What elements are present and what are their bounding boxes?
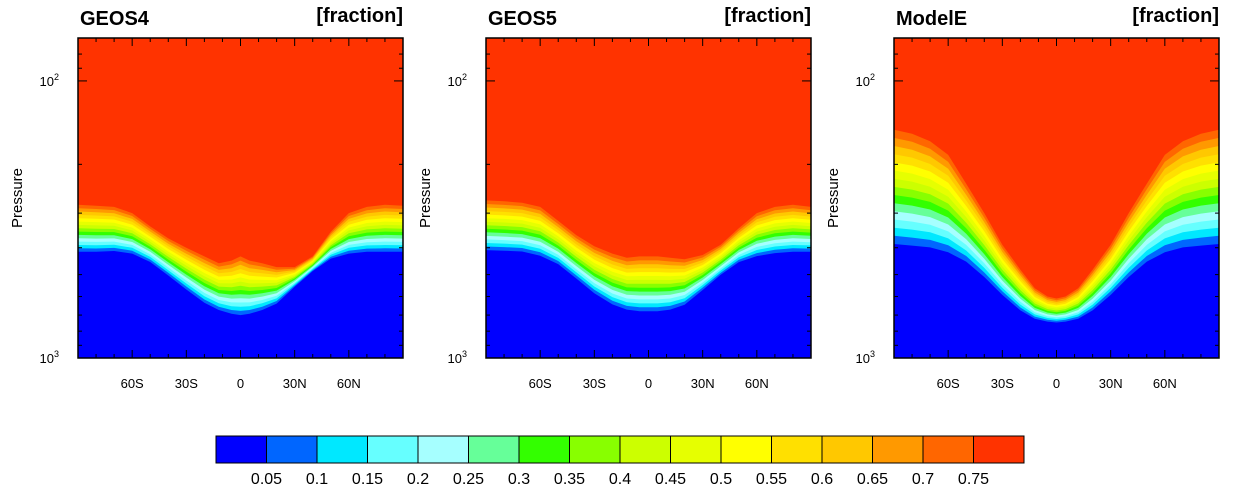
- colorbar-swatch: [720, 435, 772, 464]
- y-axis-label: Pressure: [825, 168, 842, 228]
- panel-units: [fraction]: [316, 5, 403, 27]
- colorbar-swatch: [417, 435, 469, 464]
- colorbar-label: 0.2: [407, 471, 429, 488]
- axes: 60S 30S 0 30N 60N 102 103: [448, 38, 811, 391]
- y-axis-label: Pressure: [417, 168, 434, 228]
- colorbar-label: 0.1: [306, 471, 328, 488]
- colorbar-label: 0.55: [756, 471, 787, 488]
- panel-title: GEOS5: [488, 8, 557, 30]
- y-tick-label: 102: [448, 72, 467, 89]
- contour-band: [78, 251, 403, 358]
- colorbar-swatch: [821, 435, 873, 464]
- panel-geos4: GEOS4 [fraction] 60S 30S 0 30N 60N 102 103 Pre…: [9, 5, 404, 391]
- panel-units: [fraction]: [724, 5, 811, 27]
- panel-title: ModelE: [896, 8, 967, 30]
- contour-band: [486, 250, 811, 358]
- colorbar-label: 0.65: [857, 471, 888, 488]
- x-tick-label: 30S: [175, 376, 198, 391]
- colorbar-swatch: [771, 435, 823, 464]
- colorbar-label: 0.7: [912, 471, 934, 488]
- colorbar-label: 0.5: [710, 471, 732, 488]
- y-tick-label: 102: [856, 72, 875, 89]
- colorbar-swatch: [569, 435, 621, 464]
- colorbar-swatch: [619, 435, 671, 464]
- colorbar-swatch: [215, 435, 267, 464]
- panel-geos5: GEOS5 [fraction] 60S 30S 0 30N 60N 102 103 Pre…: [417, 5, 812, 391]
- x-tick-label: 0: [645, 376, 652, 391]
- x-tick-label: 30N: [691, 376, 715, 391]
- x-tick-label: 60S: [937, 376, 960, 391]
- x-tick-label: 30N: [283, 376, 307, 391]
- x-tick-label: 60N: [337, 376, 361, 391]
- panel-units: [fraction]: [1132, 5, 1219, 27]
- colorbar-swatch: [266, 435, 318, 464]
- colorbar-label: 0.3: [508, 471, 530, 488]
- colorbar-swatch: [316, 435, 368, 464]
- colorbar-label: 0.45: [655, 471, 686, 488]
- colorbar-label: 0.6: [811, 471, 833, 488]
- colorbar-swatch: [367, 435, 419, 464]
- x-tick-label: 60N: [745, 376, 769, 391]
- y-tick-label: 103: [40, 349, 59, 366]
- colorbar-swatch: [468, 435, 520, 464]
- y-tick-label: 102: [40, 72, 59, 89]
- panel-title: GEOS4: [80, 8, 150, 30]
- colorbar-label: 0.05: [251, 471, 282, 488]
- x-tick-label: 30S: [991, 376, 1014, 391]
- colorbar-swatch: [872, 435, 924, 464]
- panel-modele: ModelE [fraction] 60S 30S 0 30N 60N 102 103 Pr…: [825, 5, 1220, 391]
- colorbar-swatch: [670, 435, 722, 464]
- x-tick-label: 60S: [529, 376, 552, 391]
- contour-field: [486, 38, 811, 358]
- x-tick-label: 60S: [121, 376, 144, 391]
- x-tick-label: 0: [237, 376, 244, 391]
- colorbar-label: 0.15: [352, 471, 383, 488]
- y-tick-label: 103: [448, 349, 467, 366]
- colorbar-swatch: [922, 435, 974, 464]
- contour-field: [894, 38, 1219, 358]
- x-tick-label: 30N: [1099, 376, 1123, 391]
- x-tick-label: 60N: [1153, 376, 1177, 391]
- axes: 60S 30S 0 30N 60N 102 103: [856, 38, 1219, 391]
- colorbar-swatch: [973, 435, 1025, 464]
- colorbar: 0.05 0.1 0.15 0.2 0.25 0.3 0.35 0.4 0.45 0.5 0.55 0…: [215, 435, 1025, 488]
- y-axis-label: Pressure: [9, 168, 26, 228]
- contour-field: [78, 38, 403, 358]
- x-tick-label: 30S: [583, 376, 606, 391]
- x-tick-label: 0: [1053, 376, 1060, 391]
- colorbar-label: 0.25: [453, 471, 484, 488]
- y-tick-label: 103: [856, 349, 875, 366]
- contour-band: [894, 244, 1219, 358]
- colorbar-label: 0.75: [958, 471, 989, 488]
- colorbar-label: 0.35: [554, 471, 585, 488]
- colorbar-label: 0.4: [609, 471, 631, 488]
- colorbar-swatch: [518, 435, 570, 464]
